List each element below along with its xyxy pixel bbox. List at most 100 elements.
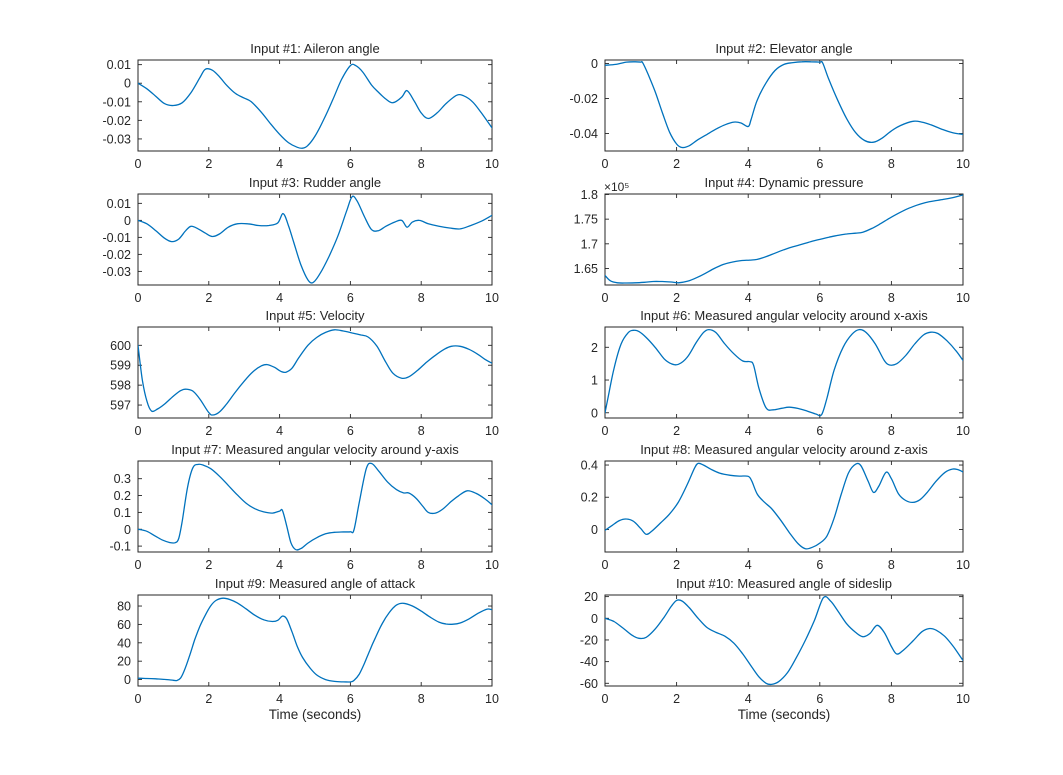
line-chart: 0 2 4 6 8 10 0 1 2 [591, 326, 970, 438]
x-tick-label: 2 [205, 692, 212, 706]
line-chart: 0 2 4 6 8 10 0.01 0 -0.01 -0.02 -0.03 [103, 193, 499, 305]
y-tick-label: 0 [124, 77, 131, 91]
x-axis-label: Time (seconds) [737, 707, 831, 722]
x-tick-label: 6 [347, 692, 354, 706]
x-tick-label: 0 [135, 291, 142, 305]
y-tick-label: 599 [110, 359, 131, 373]
line-chart: 0 2 4 6 8 10 0 20 40 60 80 [117, 594, 499, 706]
axes-box [604, 193, 964, 286]
x-tick-label: 4 [276, 424, 283, 438]
y-tick-label: 0.01 [107, 58, 131, 72]
subplot-title: Input #2: Elevator angle [715, 41, 853, 56]
x-tick-label: 0 [135, 424, 142, 438]
x-tick-label: 4 [745, 558, 752, 572]
x-tick-label: 10 [956, 424, 970, 438]
x-tick-label: 2 [673, 291, 680, 305]
x-tick-label: 4 [276, 558, 283, 572]
x-tick-label: 10 [485, 692, 499, 706]
x-tick-label: 2 [673, 692, 680, 706]
y-tick-label: -60 [580, 677, 598, 691]
y-tick-label: 60 [117, 618, 131, 632]
y-tick-label: -0.01 [103, 95, 132, 109]
y-tick-label: 1.7 [581, 237, 598, 251]
x-tick-label: 8 [888, 558, 895, 572]
x-tick-label: 8 [418, 157, 425, 171]
x-tick-label: 2 [205, 291, 212, 305]
subplot-input-10-angle-of-sideslip: Input #10: Measured angle of sideslip 0 2… [550, 575, 971, 727]
subplot-title: Input #5: Velocity [265, 308, 365, 323]
x-tick-label: 6 [347, 291, 354, 305]
x-tick-label: 0 [602, 692, 609, 706]
y-tick-label: -20 [580, 633, 598, 647]
subplot-input-2-elevator-angle: Input #2: Elevator angle 0 2 4 6 8 10 0 -0.02 -0… [550, 40, 971, 175]
y-tick-label: 0.2 [581, 491, 598, 505]
x-tick-label: 6 [816, 558, 823, 572]
axes-box [604, 594, 964, 687]
axes-box [137, 193, 493, 286]
x-tick-label: 6 [347, 424, 354, 438]
x-tick-label: 8 [888, 157, 895, 171]
x-tick-label: 6 [347, 157, 354, 171]
y-tick-label: -0.04 [570, 127, 599, 141]
y-tick-label: 0.4 [581, 459, 598, 473]
y-tick-label: 0 [591, 612, 598, 626]
subplot-title: Input #4: Dynamic pressure [704, 175, 864, 190]
subplot-input-4-dynamic-pressure: Input #4: Dynamic pressure ×10⁵ 0 2 4 6 8 10 1… [550, 174, 971, 309]
line-series [138, 597, 492, 683]
y-tick-label: 1.75 [574, 213, 598, 227]
x-tick-label: 0 [135, 692, 142, 706]
axes-box [137, 59, 493, 152]
y-tick-label: -0.02 [103, 248, 132, 262]
x-tick-label: 4 [745, 291, 752, 305]
x-tick-label: 10 [956, 291, 970, 305]
y-tick-label: 0 [124, 673, 131, 687]
x-tick-label: 4 [276, 291, 283, 305]
x-tick-label: 6 [347, 558, 354, 572]
y-tick-label: 20 [117, 655, 131, 669]
subplot-title: Input #7: Measured angular velocity arou… [171, 442, 459, 457]
x-tick-label: 8 [418, 424, 425, 438]
y-tick-label: 600 [110, 339, 131, 353]
line-series [605, 462, 963, 550]
x-tick-label: 2 [205, 157, 212, 171]
x-tick-label: 0 [602, 157, 609, 171]
y-tick-label: 2 [591, 341, 598, 355]
x-tick-label: 8 [418, 291, 425, 305]
x-tick-label: 6 [816, 692, 823, 706]
x-tick-label: 0 [602, 291, 609, 305]
x-tick-label: 8 [888, 424, 895, 438]
subplot-input-1-aileron-angle: Input #1: Aileron angle 0 2 4 6 8 10 0.01 0 -0.0… [83, 40, 500, 175]
x-tick-label: 4 [276, 157, 283, 171]
y-tick-label: 0 [591, 523, 598, 537]
axes-box [604, 460, 964, 553]
x-tick-label: 2 [205, 558, 212, 572]
x-tick-label: 8 [418, 692, 425, 706]
axes-box [604, 59, 964, 152]
subplot-title: Input #3: Rudder angle [248, 175, 382, 190]
x-tick-label: 6 [816, 291, 823, 305]
x-axis-label: Time (seconds) [268, 707, 362, 722]
subplot-title: Input #6: Measured angular velocity arou… [640, 308, 928, 323]
x-tick-label: 10 [956, 558, 970, 572]
x-tick-label: 2 [673, 424, 680, 438]
y-tick-label: 0 [591, 57, 598, 71]
y-tick-label: 1 [591, 374, 598, 388]
x-tick-label: 10 [485, 424, 499, 438]
y-tick-label: 80 [117, 600, 131, 614]
axes-box [604, 326, 964, 419]
y-tick-label: 0.2 [114, 489, 131, 503]
line-series [138, 462, 492, 551]
x-tick-label: 8 [418, 558, 425, 572]
line-chart: 0 2 4 6 8 10 1.65 1.7 1.75 1.8 [574, 188, 970, 305]
subplot-title: Input #10: Measured angle of sideslip [675, 576, 893, 591]
line-chart: 0 2 4 6 8 10 0 0.2 0.4 [581, 459, 970, 572]
y-tick-label: 0 [124, 523, 131, 537]
y-tick-label: -40 [580, 655, 598, 669]
axes-box [137, 594, 493, 687]
y-tick-label: -0.03 [103, 132, 132, 146]
y-tick-label: 20 [584, 590, 598, 604]
y-tick-label: 1.65 [574, 262, 598, 276]
x-tick-label: 8 [888, 291, 895, 305]
x-tick-label: 0 [135, 558, 142, 572]
y-tick-label: -0.02 [570, 92, 599, 106]
